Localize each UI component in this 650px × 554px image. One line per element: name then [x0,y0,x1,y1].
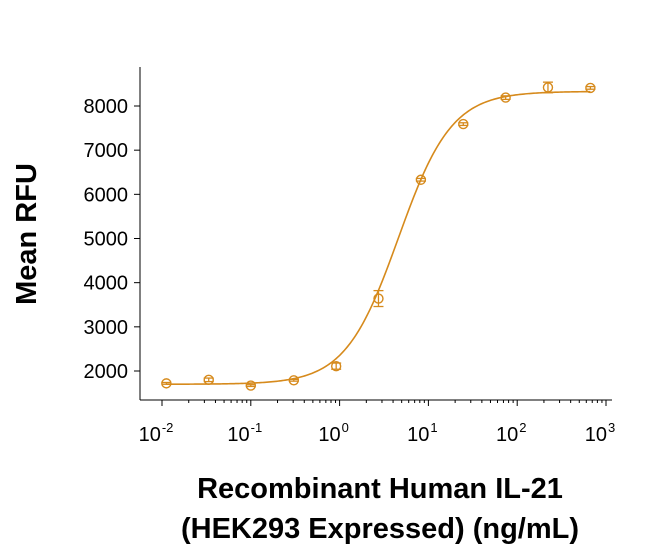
data-point [161,378,172,389]
data-point [373,293,384,304]
y-tick-label: 5000 [84,229,129,251]
x-tick-label: 10-2 [139,420,174,446]
x-tick-label: 100 [318,420,348,446]
data-point [245,380,257,391]
y-tick-label: 3000 [84,317,129,339]
y-axis-title: Mean RFU [11,163,43,305]
axes: 2000 3000 4000 5000 6000 7000 8000 10-2 10-1 100 1… [84,67,615,446]
data-point [415,174,427,185]
x-tick-label: 102 [496,420,526,446]
x-tick-label: 10-1 [227,420,262,446]
fit-curve [166,90,591,385]
x-tick-label: 103 [585,420,615,446]
x-axis-title-line1: Recombinant Human IL-21 [197,473,563,505]
data-point [500,92,511,103]
x-axis-title-line2: (HEK293 Expressed) (ng/mL) [181,513,579,545]
y-tick-label: 7000 [84,140,129,162]
y-tick-label: 2000 [84,361,129,383]
data-point [542,82,554,93]
data-point [585,82,596,94]
data-point [330,360,342,372]
y-tick-label: 6000 [84,184,129,206]
x-tick-label: 101 [407,420,437,446]
y-tick-label: 4000 [84,273,129,295]
plot-area [161,81,596,391]
y-tick-label: 8000 [84,96,129,118]
data-point [458,118,469,130]
data-point [288,375,300,386]
data-point [203,374,214,386]
